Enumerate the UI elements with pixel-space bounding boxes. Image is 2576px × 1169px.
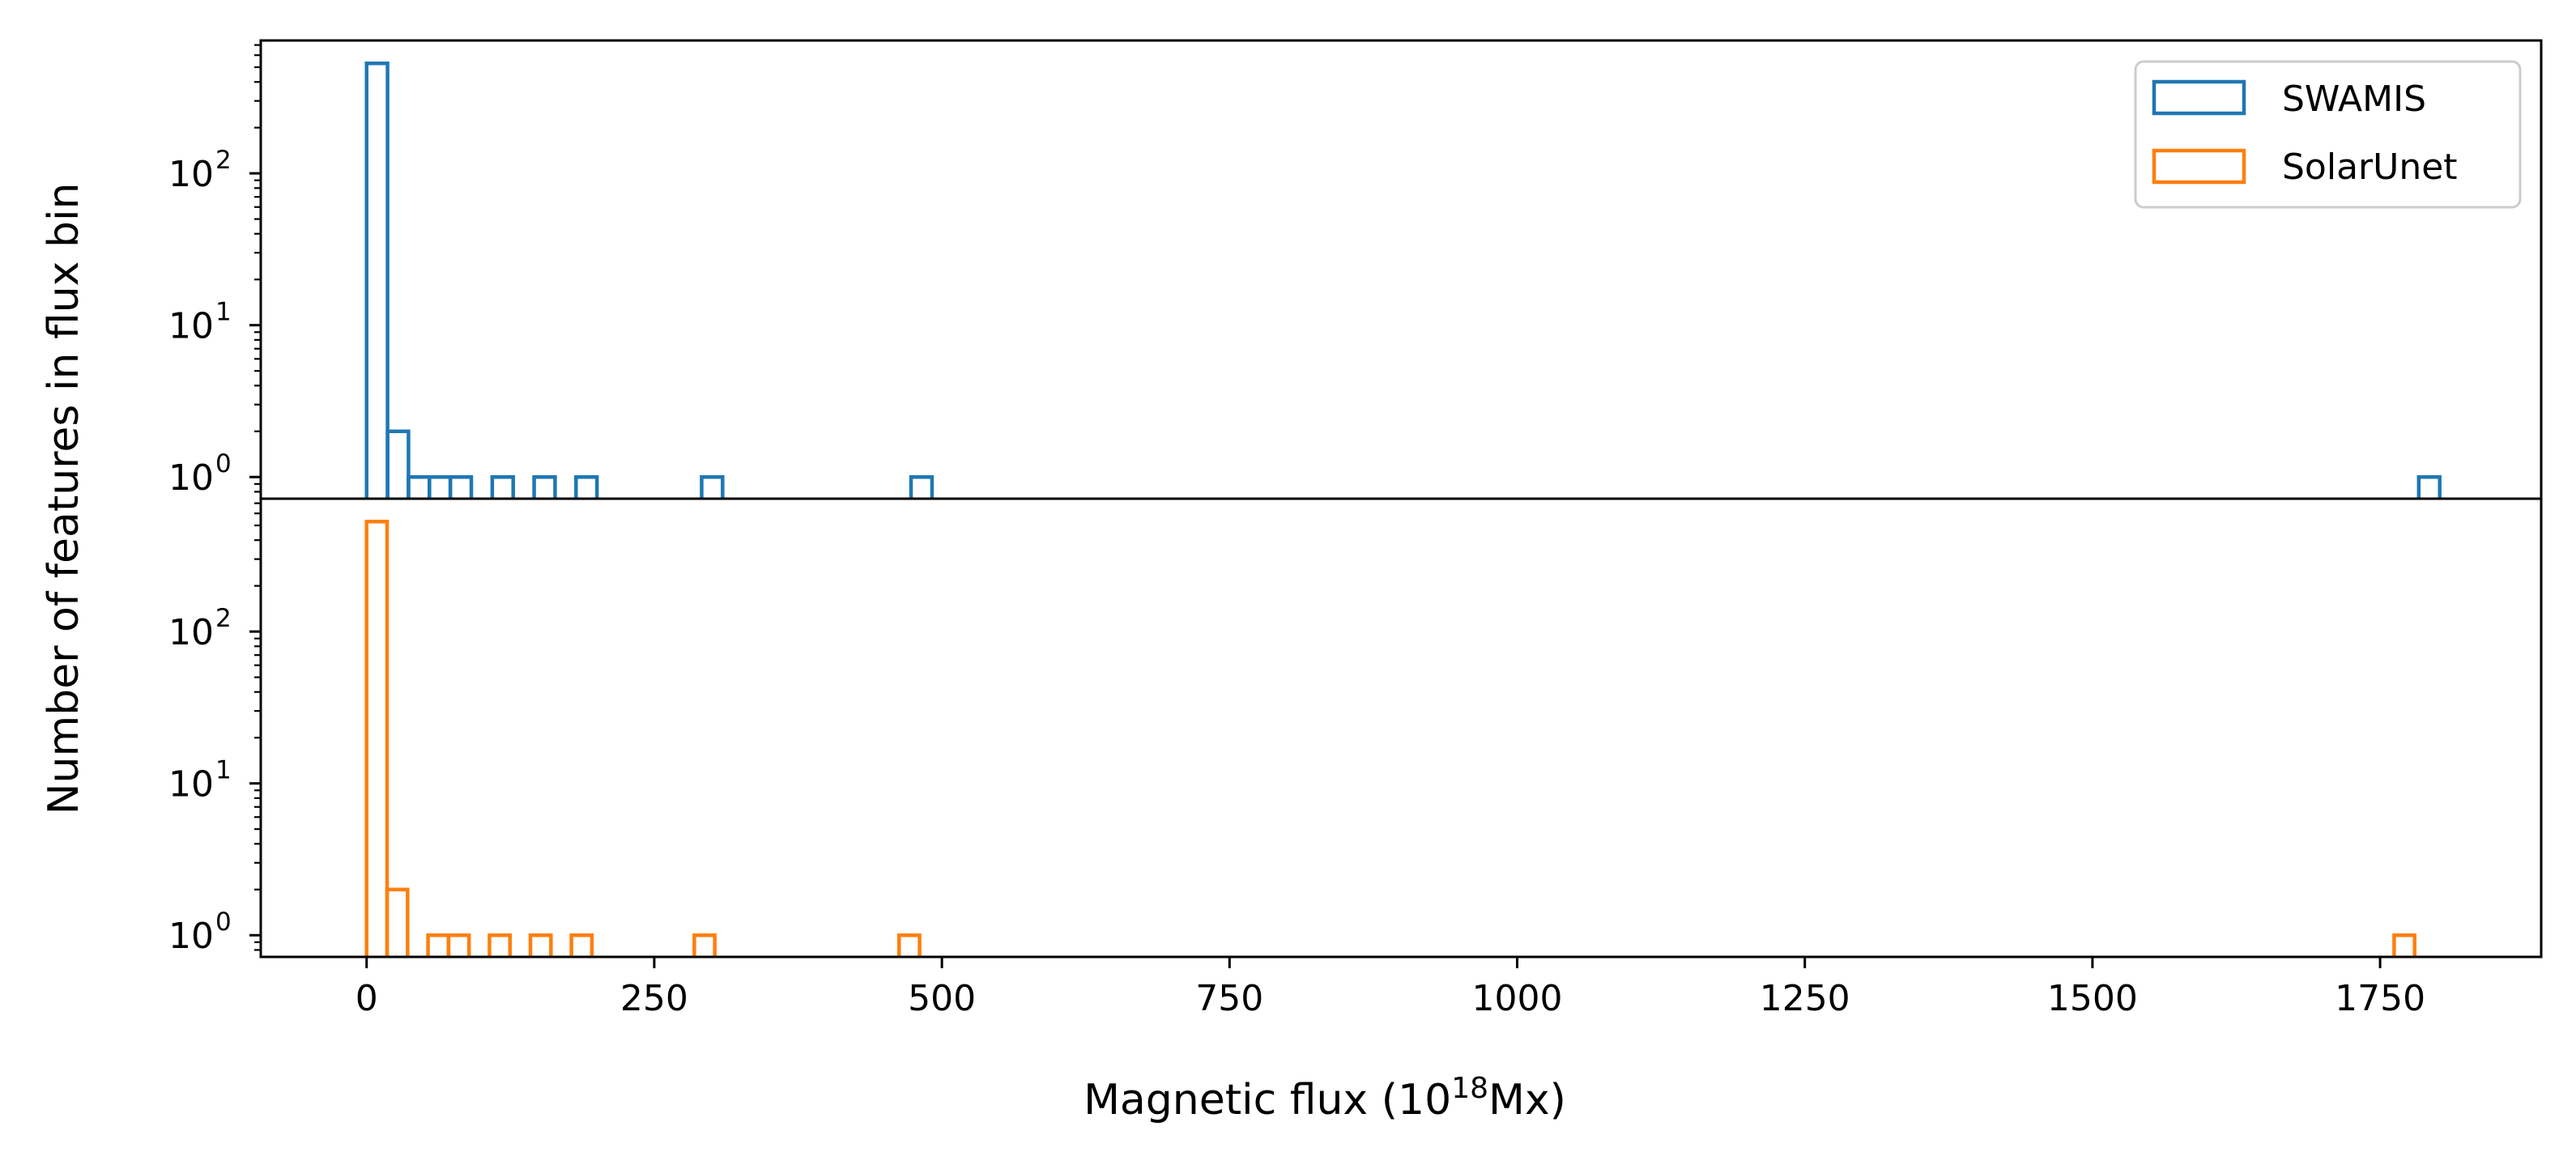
x-tick-label: 1000 <box>1472 978 1563 1019</box>
solarunet-bin-7 <box>692 933 717 957</box>
solarunet-bin-6 <box>569 933 594 957</box>
solarunet-bin-0 <box>364 520 390 957</box>
solarunet-histogram <box>364 520 2416 957</box>
bottom-y-tick-exponent: 0 <box>215 908 232 937</box>
swamis-bin-5 <box>490 474 515 499</box>
solarunet-bin-5 <box>528 933 553 957</box>
solarunet-bin-8 <box>897 933 922 957</box>
bottom-y-tick-exponent: 1 <box>215 756 232 785</box>
x-tick-label: 500 <box>908 978 976 1019</box>
swamis-bin-10 <box>2416 474 2442 499</box>
x-tick-label: 1500 <box>2047 978 2138 1019</box>
y-axis-label: Number of features in flux bin <box>40 183 88 815</box>
swamis-bin-7 <box>574 474 599 499</box>
swamis-bin-6 <box>532 474 557 499</box>
top-y-tick-label: 10 <box>168 306 214 347</box>
swamis-bin-4 <box>448 474 474 499</box>
swamis-bin-0 <box>364 62 390 499</box>
top-y-tick-exponent: 1 <box>215 298 232 327</box>
bottom-y-tick-label: 10 <box>168 916 214 957</box>
legend-frame <box>2134 60 2522 209</box>
x-tick-label: 0 <box>356 978 378 1019</box>
x-axis: 0 250 500 750 1000 1250 1500 1750 <box>356 957 2425 1019</box>
swamis-histogram <box>364 62 2442 499</box>
swamis-bin-2 <box>407 474 432 499</box>
x-tick-label: 1250 <box>1760 978 1850 1019</box>
solarunet-bin-4 <box>488 933 512 957</box>
legend: SWAMIS SolarUnet <box>2134 60 2522 209</box>
top-y-tick-label: 10 <box>168 457 214 499</box>
x-tick-label: 250 <box>620 978 688 1019</box>
bottom-y-tick-label: 10 <box>168 612 214 653</box>
top-y-tick-label: 10 <box>168 154 214 195</box>
x-axis-label: Magnetic flux (1018Mx) <box>1084 1072 1566 1124</box>
bottom-y-tick-exponent: 2 <box>215 604 232 633</box>
top-y-tick-exponent: 2 <box>215 146 232 175</box>
solarunet-bin-3 <box>446 933 471 957</box>
solarunet-bin-1 <box>385 887 410 957</box>
x-tick-label: 1750 <box>2335 978 2425 1019</box>
x-tick-label: 750 <box>1195 978 1263 1019</box>
legend-label-solarunet: SolarUnet <box>2282 147 2458 188</box>
legend-swatch-solarunet <box>2152 148 2246 185</box>
legend-label-swamis: SWAMIS <box>2282 79 2426 120</box>
swamis-bin-8 <box>700 474 725 499</box>
legend-swatch-swamis <box>2152 79 2246 116</box>
swamis-bin-9 <box>909 474 935 499</box>
solarunet-bin-9 <box>2392 933 2416 957</box>
solarunet-bin-2 <box>426 933 451 957</box>
top-y-tick-exponent: 0 <box>215 449 232 478</box>
bottom-panel-frame <box>259 497 2543 959</box>
swamis-bin-3 <box>428 474 453 499</box>
bottom-y-tick-label: 10 <box>168 764 214 806</box>
